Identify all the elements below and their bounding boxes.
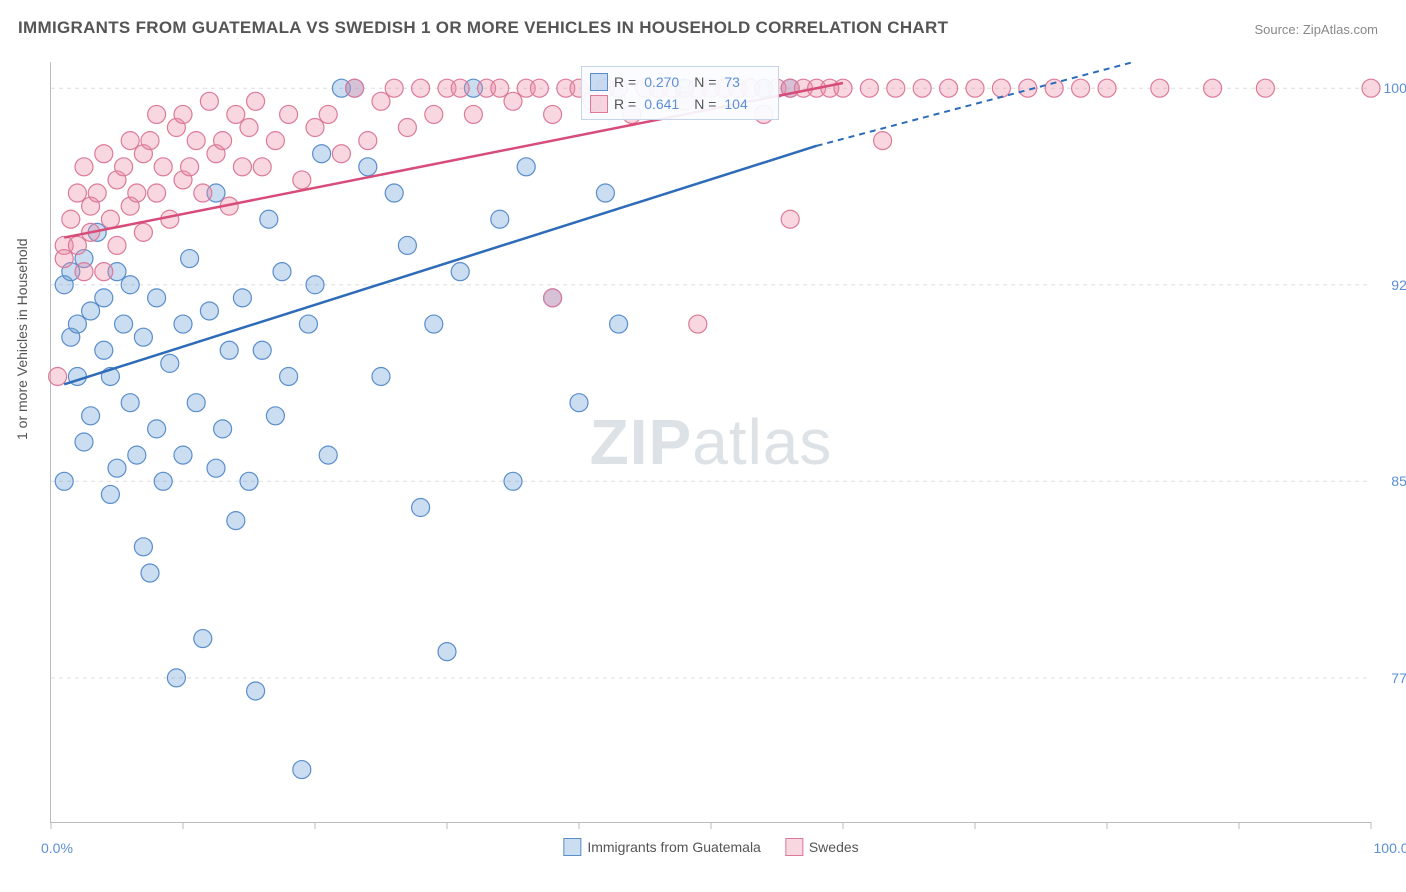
plot-area: ZIPatlas R = 0.270 N = 73 R = 0.641 N = …: [50, 62, 1371, 823]
bottom-legend-label-1: Immigrants from Guatemala: [587, 839, 761, 855]
chart-title: IMMIGRANTS FROM GUATEMALA VS SWEDISH 1 O…: [18, 18, 948, 38]
bottom-swatch-2: [785, 838, 803, 856]
r-label-2: R =: [614, 93, 636, 115]
bottom-legend-item-1: Immigrants from Guatemala: [563, 838, 761, 856]
y-axis-title: 1 or more Vehicles in Household: [14, 238, 30, 440]
y-tick-label: 77.5%: [1391, 670, 1406, 686]
stats-legend: R = 0.270 N = 73 R = 0.641 N = 104: [581, 66, 779, 120]
n-value-2: 104: [724, 93, 768, 115]
swatch-series-2: [590, 95, 608, 113]
plot-svg: [51, 62, 1371, 822]
n-label-2: N =: [694, 93, 716, 115]
x-axis-min-label: 0.0%: [41, 840, 73, 856]
y-tick-label: 100.0%: [1384, 80, 1406, 96]
r-label-1: R =: [614, 71, 636, 93]
bottom-legend: Immigrants from Guatemala Swedes: [563, 838, 858, 856]
r-value-1: 0.270: [644, 71, 688, 93]
swatch-series-1: [590, 73, 608, 91]
source-label: Source: ZipAtlas.com: [1254, 22, 1378, 37]
x-axis-max-label: 100.0%: [1374, 840, 1406, 856]
bottom-swatch-1: [563, 838, 581, 856]
r-value-2: 0.641: [644, 93, 688, 115]
n-value-1: 73: [724, 71, 768, 93]
bottom-legend-item-2: Swedes: [785, 838, 859, 856]
y-tick-label: 85.0%: [1391, 473, 1406, 489]
stats-row-2: R = 0.641 N = 104: [590, 93, 768, 115]
n-label-1: N =: [694, 71, 716, 93]
bottom-legend-label-2: Swedes: [809, 839, 859, 855]
y-tick-label: 92.5%: [1391, 277, 1406, 293]
stats-row-1: R = 0.270 N = 73: [590, 71, 768, 93]
